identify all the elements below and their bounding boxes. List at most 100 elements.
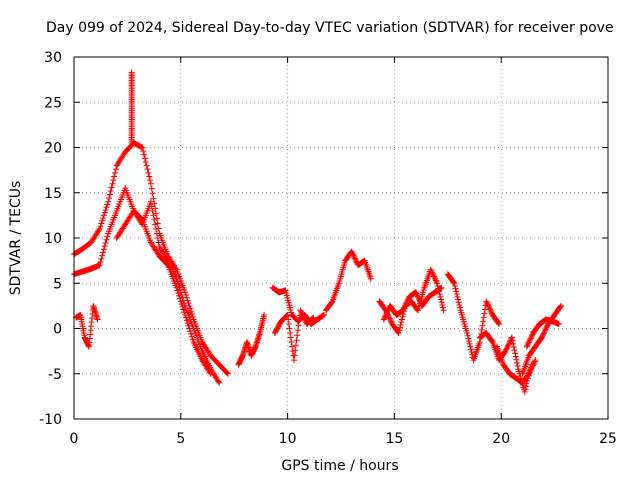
data-point [149, 190, 156, 197]
data-point [105, 198, 112, 205]
data-point [525, 370, 532, 377]
data-point [153, 230, 160, 237]
data-point [430, 272, 437, 279]
data-point [531, 359, 538, 366]
data-point [402, 301, 409, 308]
data-point [526, 369, 533, 376]
data-point [438, 299, 445, 306]
data-point [503, 345, 510, 352]
data-point [509, 337, 516, 344]
data-point [147, 198, 154, 205]
data-point [525, 339, 532, 346]
series-lower-valley [493, 343, 539, 386]
data-point [510, 344, 517, 351]
data-point [178, 301, 185, 308]
data-point [543, 323, 550, 330]
data-point [540, 330, 547, 337]
data-point [524, 342, 531, 349]
data-point [181, 309, 188, 316]
data-point [528, 365, 535, 372]
data-point [452, 285, 459, 292]
data-point [486, 305, 493, 312]
data-point [399, 313, 406, 320]
data-point [416, 297, 423, 304]
data-point [511, 347, 518, 354]
data-point [291, 352, 298, 359]
data-point [415, 294, 422, 301]
data-point [139, 144, 146, 151]
data-point [431, 274, 438, 281]
data-point [147, 177, 154, 184]
data-point [541, 327, 548, 334]
data-point [103, 236, 110, 243]
data-point [97, 258, 104, 265]
y-tick-label: 30 [44, 50, 62, 66]
data-point [285, 320, 292, 327]
data-point [502, 348, 509, 355]
data-point [405, 296, 412, 303]
data-point [182, 311, 189, 318]
x-axis-label: GPS time / hours [281, 458, 398, 474]
data-point [103, 204, 110, 211]
data-point [527, 335, 534, 342]
data-point [188, 333, 195, 340]
data-point [289, 348, 296, 355]
data-point [178, 292, 185, 299]
series-rise-12-14 [323, 248, 374, 314]
data-point [506, 338, 513, 345]
data-point [154, 220, 161, 227]
data-point [215, 378, 222, 385]
data-point [101, 209, 108, 216]
x-tick-label: 0 [70, 431, 79, 447]
data-point [466, 340, 473, 347]
data-point [149, 207, 156, 214]
data-point [465, 335, 472, 342]
data-point [106, 195, 113, 202]
data-point [468, 349, 475, 356]
data-point [398, 316, 405, 323]
data-point [540, 331, 547, 338]
data-point [464, 332, 471, 339]
data-point [512, 353, 519, 360]
data-point [521, 388, 528, 395]
data-point [296, 317, 303, 324]
series-early-cluster [73, 302, 101, 350]
data-point [351, 255, 358, 262]
data-point [396, 324, 403, 331]
y-tick-label: 10 [44, 231, 62, 247]
data-point [489, 338, 496, 345]
data-point [455, 296, 462, 303]
data-point [297, 307, 304, 314]
data-point [450, 279, 457, 286]
data-point [480, 318, 487, 325]
data-point [429, 270, 436, 277]
data-point [283, 313, 290, 320]
data-point [176, 292, 183, 299]
series-cluster-17-20 [444, 271, 503, 364]
data-point [186, 325, 193, 332]
data-point [522, 386, 529, 393]
plot-frame [73, 56, 609, 420]
data-point [176, 286, 183, 293]
data-point [138, 215, 145, 222]
data-point [454, 293, 461, 300]
data-point [542, 326, 549, 333]
data-point [144, 166, 151, 173]
data-point [286, 325, 293, 332]
data-point [483, 298, 490, 305]
data-point [140, 148, 147, 155]
data-point [453, 291, 460, 298]
data-point [223, 369, 230, 376]
data-point [176, 295, 183, 302]
data-point [152, 221, 159, 228]
data-point [557, 303, 564, 310]
x-tick-label: 15 [385, 431, 403, 447]
data-point [513, 356, 520, 363]
data-point [176, 283, 183, 290]
data-point [287, 330, 294, 337]
data-point [527, 368, 534, 375]
data-point [496, 320, 503, 327]
data-point [523, 380, 530, 387]
x-tick-label: 5 [176, 431, 185, 447]
